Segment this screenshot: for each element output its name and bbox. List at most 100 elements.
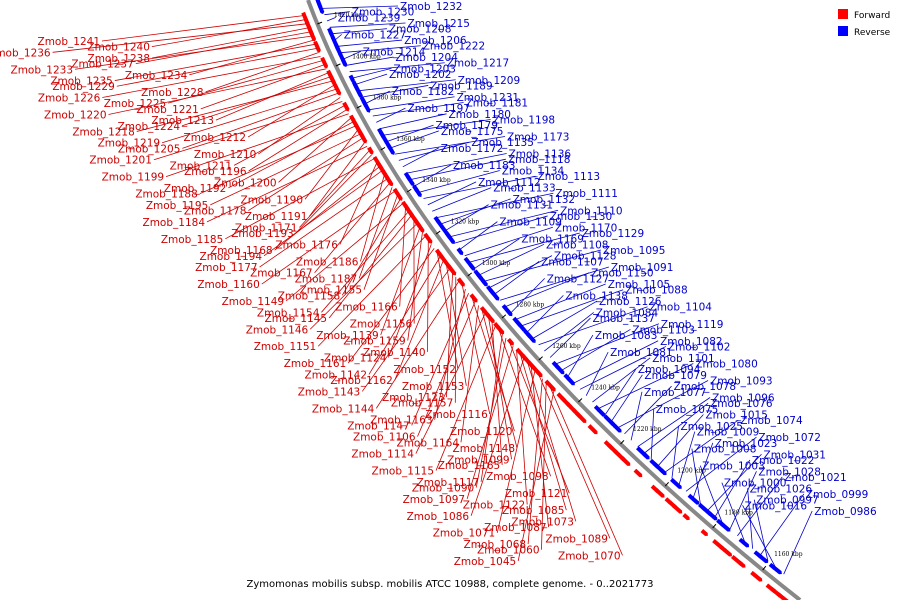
reverse-gene-label: Zmob_1214: [363, 46, 426, 58]
forward-leader-line: [309, 142, 366, 217]
forward-leader-line: [210, 133, 361, 206]
reverse-gene-label: Zmob_1096: [712, 393, 775, 405]
forward-leader-line: [314, 182, 390, 273]
kbp-tick-label: 1280 kbp: [516, 301, 545, 308]
forward-gene-label: Zmob_1087: [484, 522, 546, 534]
forward-leader-line: [153, 101, 343, 161]
forward-gene-label: Zmob_1171: [235, 223, 297, 235]
reverse-gene-label: Zmob_1129: [582, 228, 644, 240]
forward-leader-line: [434, 289, 466, 420]
reverse-gene-label: Zmob_1175: [441, 126, 503, 138]
forward-gene-label: Zmob_1153: [402, 381, 464, 393]
forward-gene-label: Zmob_1157: [391, 398, 453, 410]
forward-gene-label: Zmob_1147: [347, 420, 409, 432]
forward-gene-label: Zmob_1123: [382, 392, 444, 404]
reverse-gene-label: Zmob_1028: [758, 466, 820, 478]
forward-gene-label: Zmob_1192: [164, 183, 226, 195]
forward-gene-block: [307, 27, 317, 42]
reverse-leader-line: [402, 147, 439, 168]
reverse-leader-line: [414, 164, 452, 187]
reverse-leader-line: [532, 300, 598, 339]
forward-leader-line: [339, 162, 378, 245]
forward-leader-line: [328, 215, 412, 319]
forward-gene-label: Zmob_1236: [0, 47, 51, 59]
forward-gene-label: Zmob_1121: [505, 488, 567, 500]
reverse-leader-line: [505, 272, 590, 307]
reverse-leader-line: [549, 317, 591, 358]
reverse-gene-label: Zmob_1077: [644, 387, 706, 399]
legend: Forward Reverse: [838, 9, 891, 38]
forward-gene-block: [535, 369, 543, 378]
kbp-tick-label: 1240 kbp: [591, 385, 620, 392]
forward-leader-line: [380, 227, 420, 336]
forward-gene-block: [587, 424, 598, 435]
kbp-tick-mark: [380, 147, 386, 151]
reverse-leader-line: [343, 51, 361, 60]
reverse-leader-line: [783, 510, 813, 575]
reverse-gene-block: [468, 263, 476, 271]
forward-leader-line: [321, 211, 409, 313]
forward-leader-line: [435, 325, 496, 471]
forward-gene-label: Zmob_1184: [143, 217, 206, 229]
forward-gene-label: Zmob_1068: [464, 539, 526, 551]
reverse-gene-label: Zmob_1182: [392, 86, 454, 98]
reverse-gene-block: [566, 376, 575, 386]
forward-leader-line: [102, 56, 321, 98]
reverse-gene-block: [361, 99, 371, 113]
reverse-leader-line: [494, 261, 540, 295]
forward-gene-label: Zmob_1144: [312, 403, 375, 415]
forward-gene-block: [723, 548, 732, 557]
reverse-leader-line: [479, 243, 545, 276]
kbp-tick-mark: [356, 105, 362, 109]
forward-leader-line: [304, 129, 359, 200]
reverse-gene-label: Zmob_1130: [550, 211, 612, 223]
reverse-gene-label: Zmob_1172: [441, 143, 503, 155]
reverse-gene-label: Zmob_1202: [389, 69, 451, 81]
forward-leader-line: [466, 345, 514, 499]
reverse-gene-block: [687, 493, 700, 505]
kbp-tick-label: 1320 kbp: [451, 219, 480, 226]
forward-gene-label: Zmob_1219: [98, 138, 160, 150]
forward-leader-line: [135, 31, 310, 65]
forward-gene-label: Zmob_1161: [284, 358, 346, 370]
forward-leader-line: [363, 195, 398, 290]
forward-gene-block: [495, 325, 505, 335]
reverse-gene-label: Zmob_1189: [430, 80, 492, 92]
forward-gene-label: Zmob_1124: [324, 353, 387, 365]
forward-gene-block: [414, 219, 425, 233]
reverse-leader-line: [527, 295, 564, 333]
forward-leader-line: [411, 293, 469, 426]
reverse-gene-label: Zmob_1074: [740, 415, 803, 427]
kbp-tick-mark: [578, 398, 583, 403]
reverse-leader-line: [624, 385, 672, 435]
forward-gene-label: Zmob_1045: [454, 556, 516, 568]
reverse-leader-line: [450, 209, 559, 237]
forward-gene-label: Zmob_1200: [214, 177, 276, 189]
reverse-gene-label: Zmob_1180: [449, 109, 511, 121]
forward-leader-line: [274, 166, 380, 251]
reverse-gene-label: Zmob_1232: [400, 1, 462, 13]
forward-leader-line: [225, 158, 375, 240]
forward-leader-line: [299, 150, 370, 228]
reverse-leader-line: [359, 79, 456, 92]
kbp-tick-mark: [467, 272, 472, 277]
forward-leader-line: [168, 60, 323, 104]
leader-lines: [52, 5, 813, 575]
reverse-gene-label: Zmob_1203: [394, 63, 456, 75]
reverse-gene-label: Zmob_1111: [555, 188, 617, 200]
reverse-gene-label: Zmob_1021: [784, 472, 846, 484]
forward-gene-label: Zmob_1164: [397, 437, 460, 449]
forward-gene-block: [359, 133, 368, 144]
reverse-gene-block: [435, 219, 444, 229]
forward-gene-label: Zmob_1060: [477, 545, 539, 557]
forward-gene-block: [437, 251, 448, 265]
forward-leader-line: [261, 190, 395, 285]
forward-gene-label: Zmob_1085: [502, 505, 564, 517]
reverse-gene-block: [670, 477, 682, 489]
forward-gene-label: Zmob_1148: [453, 443, 515, 455]
forward-leader-line: [199, 125, 356, 194]
reverse-gene-label: Zmob_1227: [344, 29, 406, 41]
forward-gene-label: Zmob_1176: [275, 240, 338, 252]
reverse-leader-line: [692, 442, 714, 498]
reverse-gene-label: Zmob_1101: [652, 353, 714, 365]
